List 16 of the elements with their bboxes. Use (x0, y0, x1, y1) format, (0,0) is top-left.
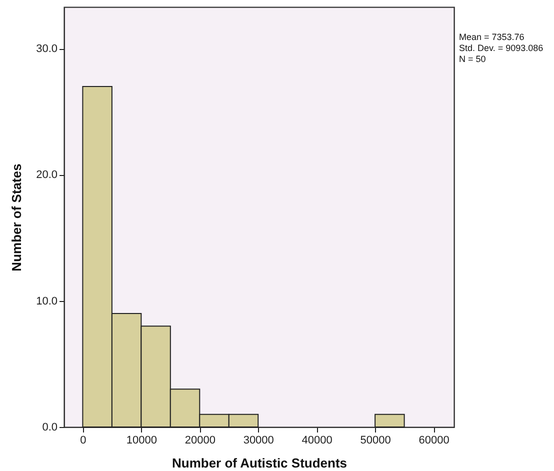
y-tick-label: 30.0 (36, 43, 58, 56)
x-tick-label: 10000 (126, 434, 157, 446)
x-tick-label: 20000 (184, 434, 216, 446)
text: Std. Dev. = 9093.086 (459, 43, 544, 53)
x-tick-label: 50000 (360, 434, 391, 446)
text: N = 50 (459, 54, 486, 64)
y-axis-title: Number of States (9, 164, 24, 272)
x-axis-title: Number of Autistic Students (172, 456, 348, 470)
y-tick-label: 10.0 (36, 295, 58, 308)
x-tick-label: 0 (80, 434, 86, 446)
x-tick-label: 40000 (302, 434, 332, 446)
y-tick-label: 0.0 (42, 422, 58, 434)
y-tick-label: 20.0 (36, 169, 58, 182)
x-tick-label: 30000 (243, 434, 274, 446)
x-tick-label: 60000 (418, 434, 450, 446)
text: Mean = 7353.76 (459, 32, 524, 42)
